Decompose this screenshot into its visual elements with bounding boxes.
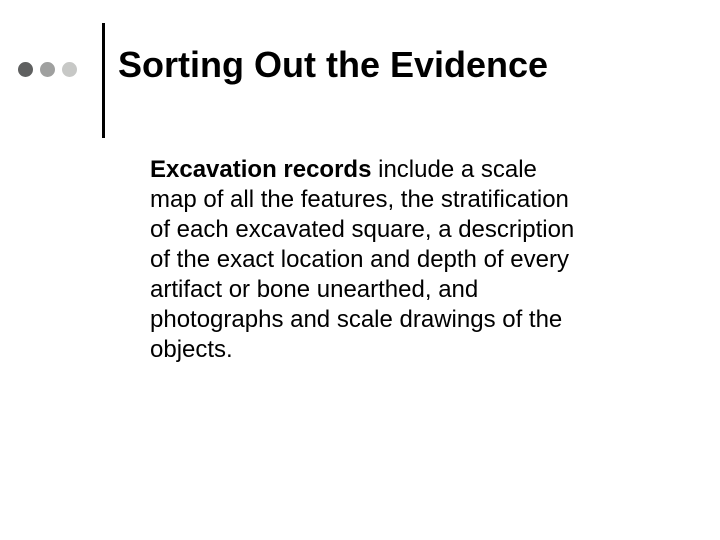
dot-2 <box>40 62 55 77</box>
slide-container: Sorting Out the Evidence Excavation reco… <box>0 0 720 540</box>
vertical-divider <box>102 23 105 138</box>
slide-body: Excavation records include a scale map o… <box>150 155 590 365</box>
body-bold-lead: Excavation records <box>150 156 371 183</box>
decorative-dots <box>18 62 77 77</box>
body-rest: include a scale map of all the features,… <box>150 156 574 363</box>
dot-1 <box>18 62 33 77</box>
body-paragraph: Excavation records include a scale map o… <box>150 155 590 365</box>
dot-3 <box>62 62 77 77</box>
slide-title: Sorting Out the Evidence <box>118 45 548 85</box>
